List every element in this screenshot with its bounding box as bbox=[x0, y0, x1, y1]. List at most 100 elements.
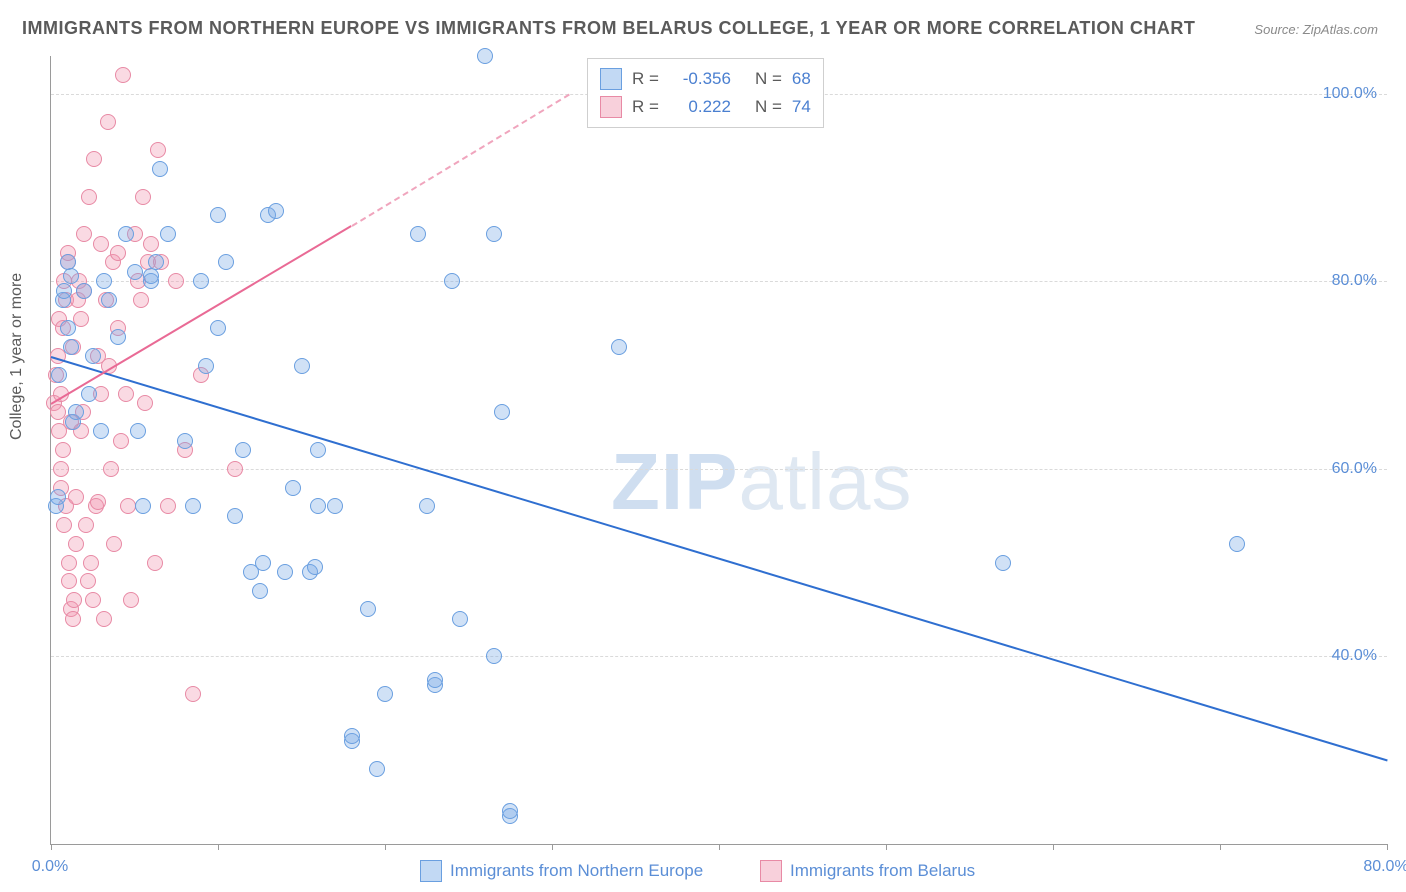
source-name: ZipAtlas.com bbox=[1303, 22, 1378, 37]
data-point bbox=[103, 461, 119, 477]
data-point bbox=[130, 423, 146, 439]
data-point bbox=[123, 592, 139, 608]
x-tick bbox=[1387, 844, 1388, 850]
data-point bbox=[61, 555, 77, 571]
legend-label-blue: Immigrants from Northern Europe bbox=[450, 861, 703, 881]
data-point bbox=[53, 461, 69, 477]
data-point bbox=[310, 442, 326, 458]
stats-swatch bbox=[600, 96, 622, 118]
correlation-stats-box: R =-0.356N =68R =0.222N =74 bbox=[587, 58, 824, 128]
data-point bbox=[135, 498, 151, 514]
x-tick bbox=[385, 844, 386, 850]
data-point bbox=[76, 283, 92, 299]
y-tick-label: 40.0% bbox=[1332, 647, 1377, 665]
y-tick-label: 100.0% bbox=[1323, 85, 1377, 103]
legend-swatch-blue bbox=[420, 860, 442, 882]
data-point bbox=[135, 189, 151, 205]
data-point bbox=[100, 114, 116, 130]
data-point bbox=[113, 433, 129, 449]
data-point bbox=[307, 559, 323, 575]
data-point bbox=[101, 292, 117, 308]
data-point bbox=[486, 226, 502, 242]
watermark-bold: ZIP bbox=[611, 437, 738, 526]
data-point bbox=[150, 142, 166, 158]
stat-r-label: R = bbox=[632, 93, 659, 121]
data-point bbox=[55, 442, 71, 458]
legend-label-pink: Immigrants from Belarus bbox=[790, 861, 975, 881]
gridline bbox=[51, 281, 1387, 282]
data-point bbox=[277, 564, 293, 580]
data-point bbox=[85, 592, 101, 608]
data-point bbox=[210, 207, 226, 223]
data-point bbox=[160, 226, 176, 242]
x-tick bbox=[886, 844, 887, 850]
data-point bbox=[148, 254, 164, 270]
data-point bbox=[185, 498, 201, 514]
x-tick-label: 80.0% bbox=[1363, 858, 1406, 876]
data-point bbox=[486, 648, 502, 664]
data-point bbox=[143, 236, 159, 252]
stat-n-label: N = bbox=[755, 65, 782, 93]
stat-r-value: -0.356 bbox=[669, 65, 731, 93]
data-point bbox=[252, 583, 268, 599]
data-point bbox=[147, 555, 163, 571]
scatter-plot-area: ZIPatlas 40.0%60.0%80.0%100.0%R =-0.356N… bbox=[50, 56, 1387, 845]
gridline bbox=[51, 469, 1387, 470]
stat-r-value: 0.222 bbox=[669, 93, 731, 121]
trend-line bbox=[51, 356, 1388, 761]
data-point bbox=[73, 311, 89, 327]
data-point bbox=[61, 573, 77, 589]
data-point bbox=[68, 404, 84, 420]
data-point bbox=[96, 273, 112, 289]
x-tick bbox=[51, 844, 52, 850]
data-point bbox=[410, 226, 426, 242]
gridline bbox=[51, 656, 1387, 657]
y-tick-label: 80.0% bbox=[1332, 272, 1377, 290]
data-point bbox=[452, 611, 468, 627]
data-point bbox=[193, 273, 209, 289]
stat-r-label: R = bbox=[632, 65, 659, 93]
data-point bbox=[56, 283, 72, 299]
data-point bbox=[80, 573, 96, 589]
data-point bbox=[120, 498, 136, 514]
legend-series-blue: Immigrants from Northern Europe bbox=[420, 860, 703, 882]
data-point bbox=[185, 686, 201, 702]
data-point bbox=[377, 686, 393, 702]
data-point bbox=[285, 480, 301, 496]
data-point bbox=[118, 226, 134, 242]
watermark-rest: atlas bbox=[738, 437, 912, 526]
watermark: ZIPatlas bbox=[611, 436, 912, 528]
data-point bbox=[502, 803, 518, 819]
data-point bbox=[310, 498, 326, 514]
stat-n-label: N = bbox=[755, 93, 782, 121]
data-point bbox=[198, 358, 214, 374]
data-point bbox=[143, 268, 159, 284]
data-point bbox=[160, 498, 176, 514]
data-point bbox=[78, 517, 94, 533]
data-point bbox=[995, 555, 1011, 571]
trend-line bbox=[351, 94, 569, 227]
data-point bbox=[218, 254, 234, 270]
data-point bbox=[477, 48, 493, 64]
y-axis-label: College, 1 year or more bbox=[8, 273, 26, 440]
stat-n-value: 74 bbox=[792, 93, 811, 121]
data-point bbox=[81, 189, 97, 205]
data-point bbox=[235, 442, 251, 458]
data-point bbox=[66, 592, 82, 608]
data-point bbox=[210, 320, 226, 336]
data-point bbox=[81, 386, 97, 402]
data-point bbox=[294, 358, 310, 374]
data-point bbox=[268, 203, 284, 219]
data-point bbox=[118, 386, 134, 402]
data-point bbox=[63, 268, 79, 284]
data-point bbox=[93, 423, 109, 439]
data-point bbox=[227, 461, 243, 477]
data-point bbox=[137, 395, 153, 411]
source-attribution: Source: ZipAtlas.com bbox=[1254, 22, 1378, 37]
data-point bbox=[369, 761, 385, 777]
legend-series-pink: Immigrants from Belarus bbox=[760, 860, 975, 882]
stats-row: R =-0.356N =68 bbox=[600, 65, 811, 93]
data-point bbox=[227, 508, 243, 524]
data-point bbox=[127, 264, 143, 280]
data-point bbox=[63, 339, 79, 355]
